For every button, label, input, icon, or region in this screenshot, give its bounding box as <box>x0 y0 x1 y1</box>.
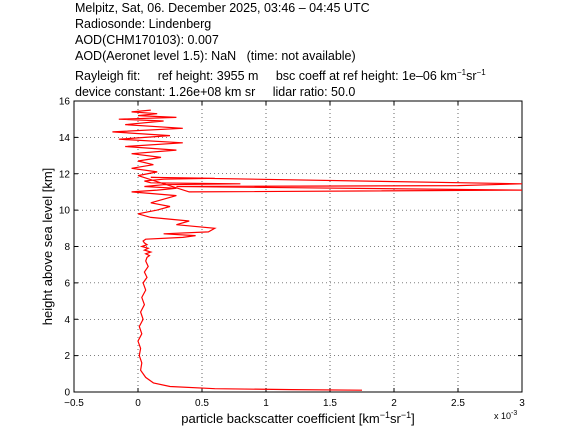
y-tick-label: 14 <box>59 133 71 144</box>
backscatter-profile-line <box>112 109 523 391</box>
x-axis-label: particle backscatter coefficient [km−1sr… <box>181 410 414 426</box>
y-tick-label: 16 <box>59 97 71 108</box>
x-tick-label: −0.5 <box>64 398 84 409</box>
y-axis-label: height above sea level [km] <box>40 168 55 326</box>
y-tick-label: 6 <box>64 278 70 289</box>
x-tick-label: 3 <box>519 398 525 409</box>
grid <box>74 101 522 392</box>
y-tick-label: 2 <box>64 351 70 362</box>
aod-aeronet-info: AOD(Aeronet level 1.5): NaN (time: not a… <box>75 49 356 63</box>
radiosonde-info: Radiosonde: Lindenberg <box>75 17 212 31</box>
x-axis-label-end: ] <box>411 411 415 426</box>
x-tick-label: 1.5 <box>323 398 337 409</box>
x-tick-label: 0.5 <box>195 398 209 409</box>
x-multiplier-exp: -3 <box>511 410 517 417</box>
rayleigh-fit-info: Rayleigh fit: ref height: 3955 m bsc coe… <box>75 68 486 83</box>
bsc-unit-sup2: −1 <box>476 68 486 77</box>
bsc-coeff-info: bsc coeff at ref height: 1e–06 km <box>275 69 457 83</box>
y-tick-label: 0 <box>64 388 70 399</box>
y-tick-label: 8 <box>64 242 70 253</box>
x-axis-multiplier: x 10-3 <box>494 410 517 421</box>
x-multiplier-base: x 10 <box>494 411 511 421</box>
title-location-time: Melpitz, Sat, 06. December 2025, 03:46 –… <box>75 1 370 15</box>
aod-chm-info: AOD(CHM170103): 0.007 <box>75 33 219 47</box>
y-tick-label: 10 <box>59 206 71 217</box>
x-axis-label-main: particle backscatter coefficient [km <box>181 411 379 426</box>
x-axis-label-sup2: −1 <box>401 410 411 420</box>
y-tick-label: 12 <box>59 169 71 180</box>
lidar-ratio: lidar ratio: 50.0 <box>272 85 356 99</box>
bsc-unit-sr: sr <box>466 69 477 83</box>
x-axis-label-sup1: −1 <box>380 410 390 420</box>
device-constant-info: device constant: 1.26e+08 km sr lidar ra… <box>75 86 355 99</box>
y-tick-label: 4 <box>64 315 70 326</box>
x-tick-label: 0 <box>135 398 141 409</box>
x-tick-label: 2 <box>391 398 397 409</box>
bsc-unit-sup1: −1 <box>456 68 467 77</box>
rayleigh-fit-label: Rayleigh fit: <box>75 69 141 83</box>
x-tick-label: 2.5 <box>451 398 465 409</box>
device-constant: device constant: 1.26e+08 km sr <box>75 85 256 99</box>
x-axis-label-sr: sr <box>390 411 402 426</box>
ref-height-info: ref height: 3955 m <box>157 69 259 83</box>
x-tick-label: 1 <box>263 398 269 409</box>
